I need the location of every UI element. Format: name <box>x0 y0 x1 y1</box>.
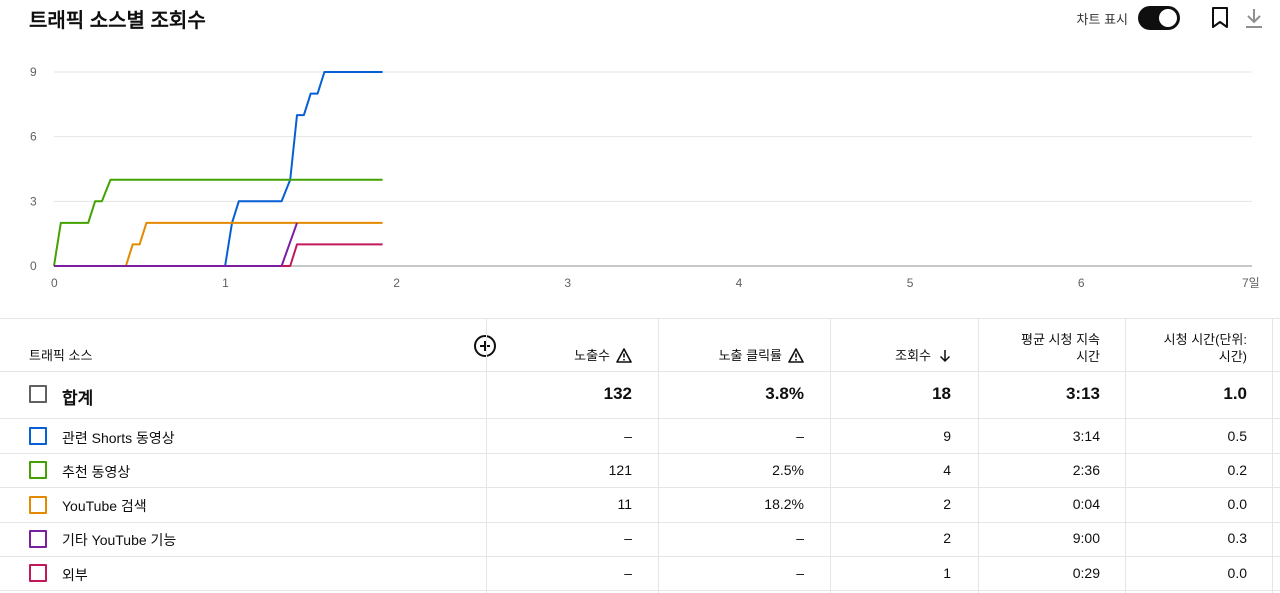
ctr-value: – <box>796 427 804 444</box>
x-tick-label: 6 <box>1078 276 1085 290</box>
header-ctr[interactable]: 노출 클릭률 <box>719 347 804 367</box>
x-tick-label: 5 <box>907 276 914 290</box>
column-divider <box>978 318 979 593</box>
x-tick-label: 1 <box>222 276 229 290</box>
impressions-value: 121 <box>608 461 632 478</box>
series-line <box>53 178 383 267</box>
header-watch-time-line1: 시청 시간(단위: <box>1163 332 1247 347</box>
row-checkbox[interactable] <box>29 461 47 480</box>
watch-time-value: 0.0 <box>1227 564 1247 581</box>
chart-toolbar: 차트 표시 <box>1077 6 1266 30</box>
views-value: 2 <box>943 496 951 513</box>
column-divider <box>1272 318 1273 593</box>
ctr-value: – <box>796 530 804 547</box>
watch-time-value: 0.2 <box>1227 461 1247 478</box>
header-impressions[interactable]: 노출수 <box>574 347 632 367</box>
impressions-value: – <box>624 427 632 444</box>
header-avg-duration-line1: 평균 시청 지속 <box>1021 332 1100 347</box>
plus-icon <box>480 341 490 351</box>
impressions-value: – <box>624 564 632 581</box>
source-name: 기타 YouTube 기능 <box>62 532 177 549</box>
avg-duration-value: 9:00 <box>1072 530 1100 547</box>
views-value: 4 <box>943 461 951 478</box>
row-checkbox[interactable] <box>29 495 47 514</box>
y-tick-label: 9 <box>30 65 37 79</box>
views-value: 18 <box>932 383 951 403</box>
impressions-value: 11 <box>617 496 632 513</box>
avg-duration-value: 0:04 <box>1072 496 1100 513</box>
header-watch-time[interactable]: 시청 시간(단위: 시간) <box>1164 331 1247 365</box>
table-row: 외부 – – 1 0:29 0.0 <box>0 556 1280 592</box>
header-impressions-label: 노출수 <box>574 348 610 363</box>
source-name: 관련 Shorts 동영상 <box>62 429 175 446</box>
column-divider <box>830 318 831 593</box>
table-row: 추천 동영상 121 2.5% 4 2:36 0.2 <box>0 453 1280 489</box>
header-views[interactable]: 조회수 <box>895 347 951 367</box>
toggle-knob <box>1159 9 1177 27</box>
warning-icon <box>616 348 632 367</box>
toggle-label: 차트 표시 <box>1076 11 1128 27</box>
y-tick-label: 3 <box>30 194 37 208</box>
table-row: 기타 YouTube 기능 – – 2 9:00 0.3 <box>0 522 1280 557</box>
column-divider <box>486 318 487 593</box>
series-line <box>281 243 383 267</box>
table-row: YouTube 검색 11 18.2% 2 0:04 0.0 <box>0 488 1280 523</box>
source-name: 외부 <box>62 566 88 583</box>
row-checkbox[interactable] <box>29 529 47 548</box>
x-tick-label: 0 <box>51 276 58 290</box>
views-line-chart: 0 3 6 9 0 1 2 3 4 5 6 7일 <box>30 65 1260 290</box>
row-checkbox[interactable] <box>29 564 47 583</box>
x-tick-label: 4 <box>736 276 743 290</box>
warning-icon <box>788 348 804 367</box>
header-views-label: 조회수 <box>895 348 931 363</box>
series-line <box>54 71 383 267</box>
bookmark-icon[interactable] <box>1208 6 1232 30</box>
avg-duration-value: 3:13 <box>1065 383 1100 403</box>
source-name: YouTube 검색 <box>62 498 147 515</box>
download-icon[interactable] <box>1242 6 1266 30</box>
page-title: 트래픽 소스별 조회수 <box>29 10 206 32</box>
x-tick-label: 2 <box>393 276 400 290</box>
row-checkbox[interactable] <box>29 385 47 403</box>
source-name: 추천 동영상 <box>62 463 131 480</box>
header-source: 트래픽 소스 <box>29 348 93 363</box>
source-name: 합계 <box>62 388 94 408</box>
total-row: 합계 132 3.8% 18 3:13 1.0 <box>0 370 1280 419</box>
watch-time-value: 1.0 <box>1223 383 1247 403</box>
avg-duration-value: 0:29 <box>1072 564 1100 581</box>
show-chart-toggle[interactable] <box>1138 6 1180 30</box>
ctr-value: 3.8% <box>765 383 804 403</box>
column-divider <box>1125 318 1126 593</box>
avg-duration-value: 3:14 <box>1072 427 1100 444</box>
impressions-value: – <box>624 530 632 547</box>
sort-down-arrow-icon <box>939 349 951 367</box>
add-column-button[interactable] <box>474 335 496 357</box>
header-avg-duration-line2: 시간 <box>1076 349 1100 364</box>
watch-time-value: 0.3 <box>1227 530 1247 547</box>
row-checkbox[interactable] <box>29 427 47 445</box>
impressions-value: 132 <box>603 383 632 403</box>
table-row: 관련 Shorts 동영상 – – 9 3:14 0.5 <box>0 419 1280 454</box>
ctr-value: – <box>796 564 804 581</box>
views-value: 1 <box>943 564 951 581</box>
x-tick-label: 3 <box>564 276 571 290</box>
ctr-value: 2.5% <box>772 461 804 478</box>
views-value: 9 <box>943 427 951 444</box>
ctr-value: 18.2% <box>764 496 804 513</box>
watch-time-value: 0.0 <box>1227 496 1247 513</box>
series-line <box>54 222 298 267</box>
header-ctr-label: 노출 클릭률 <box>718 348 782 363</box>
y-tick-label: 6 <box>30 130 37 144</box>
watch-time-value: 0.5 <box>1227 427 1247 444</box>
column-divider <box>658 318 659 593</box>
avg-duration-value: 2:36 <box>1072 461 1100 478</box>
header-watch-time-line2: 시간) <box>1218 349 1247 364</box>
y-tick-label: 0 <box>30 259 37 273</box>
x-tick-label: 7일 <box>1242 276 1260 290</box>
views-value: 2 <box>943 530 951 547</box>
